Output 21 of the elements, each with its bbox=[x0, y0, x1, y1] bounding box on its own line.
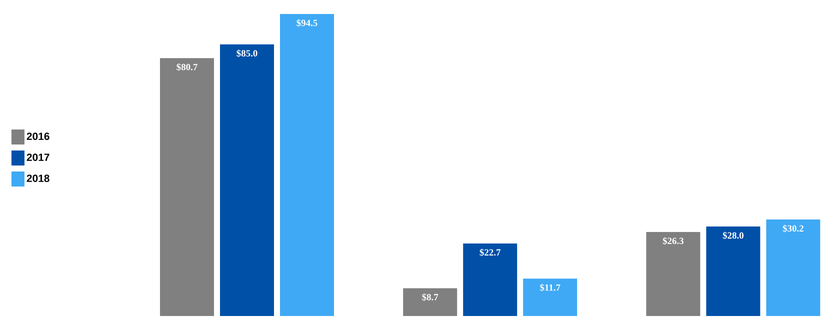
bar bbox=[220, 44, 274, 316]
data-label: $80.7 bbox=[176, 63, 198, 71]
legend-label: 2016 bbox=[26, 132, 50, 140]
data-label: $22.7 bbox=[480, 248, 501, 256]
data-label: $30.2 bbox=[782, 224, 804, 232]
data-label: $26.3 bbox=[662, 237, 684, 245]
bar bbox=[706, 226, 760, 316]
bar bbox=[766, 219, 820, 316]
legend-label: 2017 bbox=[26, 154, 50, 162]
bar bbox=[646, 232, 700, 316]
bar bbox=[160, 58, 214, 316]
data-label: $94.5 bbox=[296, 19, 318, 27]
bar bbox=[280, 14, 334, 316]
legend-label: 2018 bbox=[26, 174, 50, 182]
data-label: $8.7 bbox=[422, 293, 438, 301]
bar bbox=[523, 278, 578, 316]
bar bbox=[403, 288, 458, 316]
data-label: $28.0 bbox=[722, 232, 744, 240]
bar bbox=[463, 243, 518, 316]
data-label: $11.7 bbox=[540, 284, 560, 292]
data-label: $85.0 bbox=[236, 50, 258, 58]
